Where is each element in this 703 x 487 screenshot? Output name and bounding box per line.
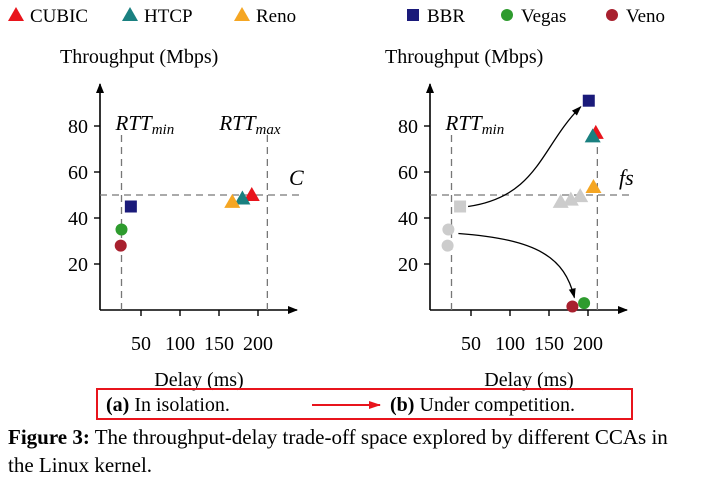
legend: CUBIC HTCP Reno BBR Vegas Veno [8,6,665,27]
x-axis-label: Delay (ms) [484,369,573,391]
ghost-marker [441,239,454,252]
y-tick-label: 80 [68,116,88,138]
ref-label-main: RTT [445,111,484,135]
x-tick-label: 100 [165,333,195,355]
x-tick-label: 150 [204,333,234,355]
point-veno [114,239,127,252]
trend-arrow-up [467,105,582,208]
y-axis-label: Throughput (Mbps) [60,46,218,68]
point-bbr [582,94,595,107]
y-tick-label: 60 [68,162,88,184]
y-tick-label: 80 [398,116,418,138]
legend-marker-cubic [8,7,24,21]
legend-label-cubic: CUBIC [30,6,88,27]
y-tick-label: 20 [68,254,88,276]
ref-label-main: RTT [218,111,257,135]
subcaption-frame [96,388,633,420]
legend-marker-htcp [122,7,138,21]
point-htcp [584,128,601,143]
caption-label: Figure 3: [8,425,90,449]
subcaption-a: (a) In isolation. [106,394,230,416]
point-vegas [578,297,591,310]
point-cubic [243,187,260,201]
legend-marker-bbr [407,9,419,21]
x-tick-label: 200 [243,333,273,355]
figure: CUBIC HTCP Reno BBR Vegas Veno Throughput (Mb… [8,6,665,420]
ref-label-sub: min [482,122,505,138]
point-vegas [115,223,128,236]
point-bbr [124,200,137,213]
subcaption-a-label: (a) [106,394,129,416]
trend-arrow-down [458,232,576,299]
y-tick-label: 60 [398,162,418,184]
ref-label-sub: max [256,122,281,138]
y-tick-label: 20 [398,254,418,276]
legend-label-htcp: HTCP [144,6,193,27]
x-axis-label: Delay (ms) [154,369,243,391]
legend-label-reno: Reno [256,6,296,27]
legend-label-veno: Veno [626,6,665,27]
ref-label-y: fs [619,165,634,190]
y-axis-label: Throughput (Mbps) [385,46,543,68]
legend-label-vegas: Vegas [521,6,566,27]
subcaption-b-text: Under competition. [414,394,575,416]
caption-text: The throughput-delay trade-off space exp… [8,425,668,477]
x-tick-label: 150 [534,333,564,355]
subcaption-box: (a) In isolation. (b) Under competition. [96,388,633,420]
y-tick-label: 40 [68,208,88,230]
point-reno [224,193,241,208]
legend-marker-veno [606,9,618,21]
x-tick-label: 200 [573,333,603,355]
subcaption-b: (b) Under competition. [390,394,575,416]
point-veno [566,300,579,313]
subcaption-a-text: In isolation. [129,394,230,416]
x-tick-label: 50 [461,333,481,355]
x-tick-label: 50 [131,333,151,355]
ghost-marker [454,200,467,213]
point-reno [585,178,602,193]
subcaption-b-label: (b) [390,394,414,416]
ref-label-sub: min [152,122,175,138]
legend-label-bbr: BBR [427,6,465,27]
ref-label-rtt-min: RTTmin [445,111,505,138]
ref-label-y: C [289,165,304,190]
y-tick-label: 40 [398,208,418,230]
figure-caption: Figure 3: The throughput-delay trade-off… [8,423,698,479]
x-tick-label: 100 [495,333,525,355]
legend-marker-vegas [501,9,513,21]
point-htcp [234,190,251,205]
ref-label-main: RTT [115,111,154,135]
panel-a-plot: Throughput (Mbps) Delay (ms) 20 40 60 80 50 100… [60,46,304,391]
ref-label-rtt-min: RTTmin [115,111,175,138]
ghost-marker [572,188,589,203]
panel-b-plot: Throughput (Mbps) Delay (ms) 20 40 60 80 50 100… [385,46,634,391]
legend-marker-reno [234,7,250,21]
ghost-marker [442,223,455,236]
ref-label-rtt-max: RTTmax [218,111,281,138]
